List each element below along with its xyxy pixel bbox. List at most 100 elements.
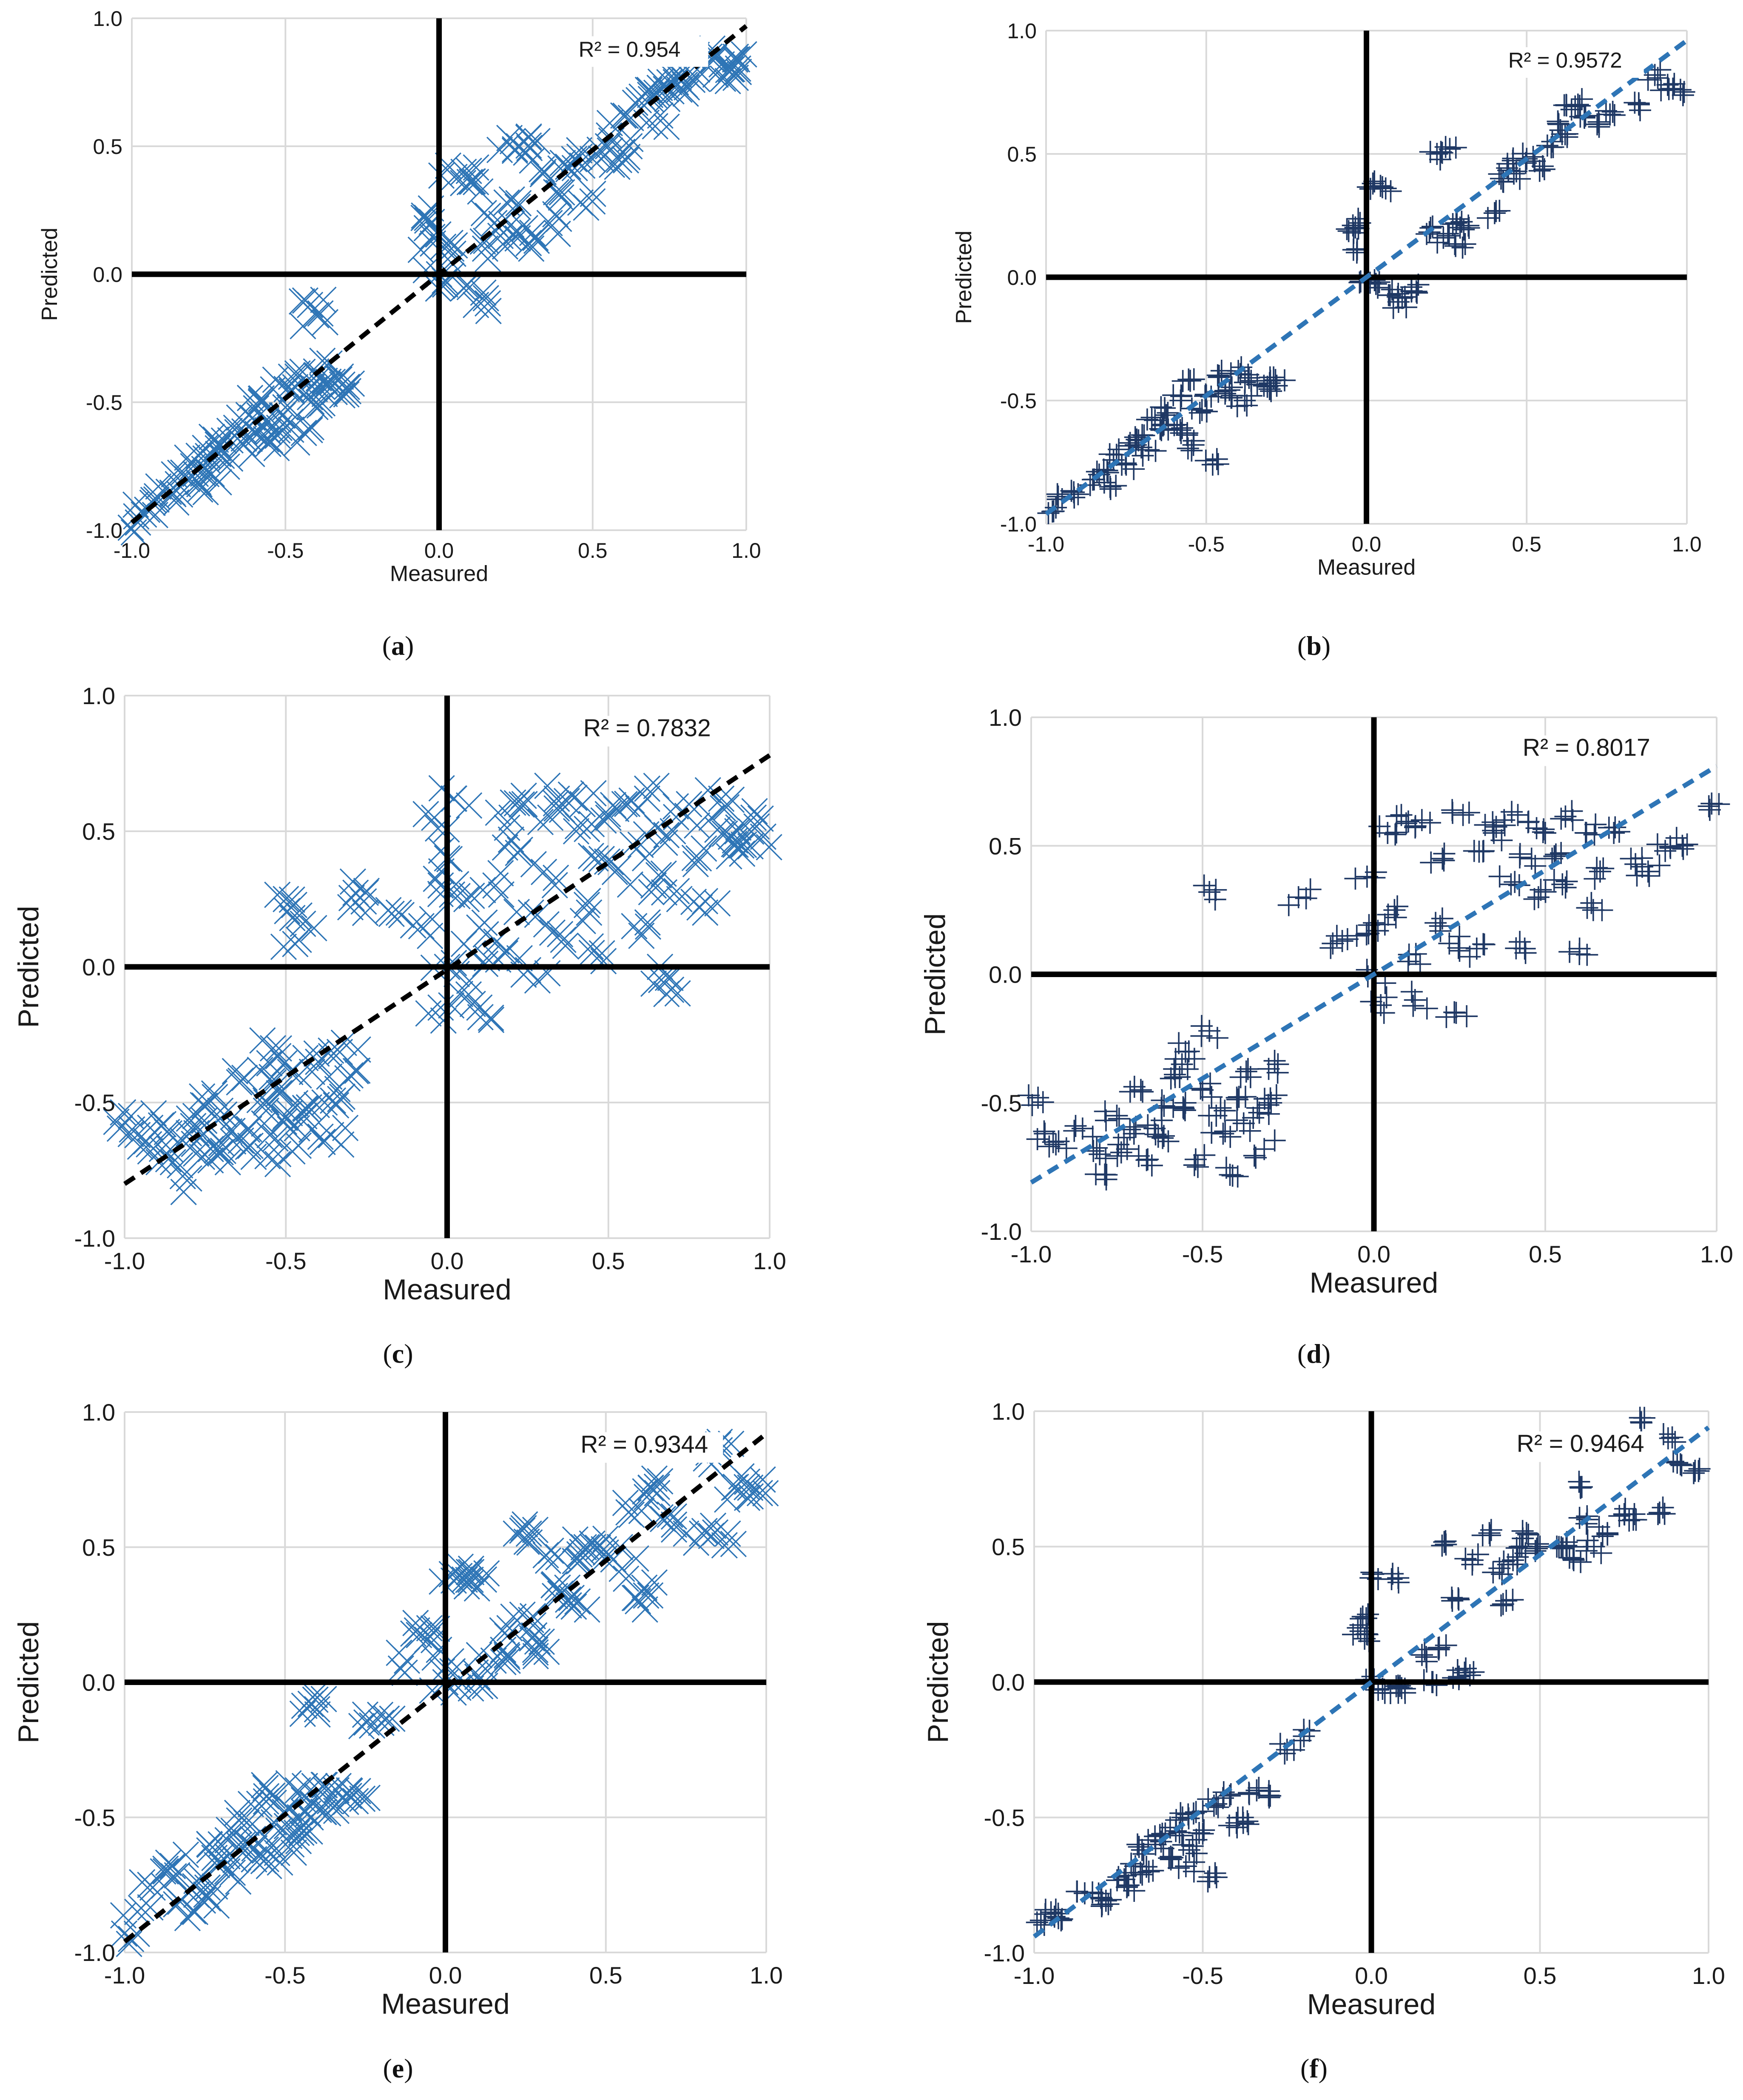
data-point: [344, 1036, 371, 1063]
data-point: [612, 102, 639, 129]
data-point: [309, 1128, 336, 1155]
trendline: [1030, 764, 1718, 1185]
data-point: [459, 990, 486, 1017]
data-point: [1295, 887, 1317, 909]
data-point: [419, 906, 446, 932]
data-point: [1442, 213, 1464, 236]
data-point: [415, 1000, 442, 1027]
data-point: [1387, 1682, 1410, 1704]
data-point: [490, 1648, 517, 1676]
data-point: [509, 1517, 536, 1544]
x-tick-label: 1.0: [1672, 532, 1702, 556]
data-point: [1431, 847, 1454, 870]
data-point: [752, 1480, 779, 1507]
data-point: [1207, 453, 1229, 475]
data-point: [203, 1892, 230, 1919]
data-point: [1441, 1586, 1463, 1609]
data-point: [155, 1849, 182, 1876]
data-point: [682, 851, 709, 878]
data-point: [1259, 1087, 1282, 1110]
data-point: [1374, 177, 1397, 200]
data-point: [1299, 878, 1322, 901]
data-point: [1066, 1880, 1089, 1903]
data-point: [1495, 1589, 1518, 1612]
data-point: [1404, 989, 1426, 1011]
data-point: [298, 1116, 325, 1143]
data-point: [722, 46, 749, 73]
x-tick-label: 1.0: [731, 539, 761, 563]
caption-letter: c: [392, 1338, 404, 1369]
data-point: [1116, 1874, 1139, 1897]
data-point: [746, 1480, 773, 1506]
data-point: [1698, 795, 1720, 818]
data-point: [458, 1555, 484, 1582]
data-point: [569, 907, 596, 935]
data-point: [1172, 1097, 1195, 1120]
data-point: [1483, 202, 1506, 224]
data-point: [1277, 894, 1300, 916]
data-point: [1135, 1856, 1158, 1878]
data-point: [1384, 823, 1407, 846]
data-point: [1242, 1106, 1265, 1129]
data-point: [1446, 1659, 1469, 1682]
data-point: [1601, 101, 1624, 123]
data-point: [262, 367, 289, 393]
data-point: [315, 1800, 341, 1827]
trendline: [1044, 38, 1689, 516]
data-point: [1206, 448, 1228, 470]
panel-caption: (a): [382, 631, 414, 661]
caption-letter: f: [1309, 2053, 1319, 2083]
data-point: [1625, 1509, 1647, 1531]
data-point: [449, 170, 477, 196]
data-point: [1409, 953, 1431, 975]
data-point: [1571, 88, 1593, 111]
data-point: [1124, 426, 1146, 449]
data-point: [154, 1119, 180, 1145]
data-point: [1198, 1104, 1220, 1127]
data-point: [1672, 838, 1695, 860]
data-point: [338, 370, 365, 397]
data-point: [125, 509, 151, 536]
data-point: [1648, 854, 1671, 877]
data-point: [1670, 1454, 1693, 1477]
x-axis-title: Measured: [1307, 1988, 1436, 2020]
data-point: [1480, 1519, 1502, 1541]
data-point: [475, 202, 501, 229]
data-point: [1452, 804, 1474, 826]
data-point: [251, 1823, 278, 1850]
data-point: [1236, 394, 1258, 417]
data-point: [642, 113, 668, 140]
y-axis-title: Predicted: [919, 913, 951, 1035]
data-point: [621, 1585, 648, 1611]
data-point: [1147, 1125, 1169, 1148]
data-point: [1676, 833, 1698, 855]
data-point: [1588, 1516, 1610, 1538]
r2-label-background: [551, 36, 708, 67]
caption-close-paren: ): [404, 1338, 413, 1369]
data-point: [534, 772, 561, 799]
data-point: [255, 430, 281, 458]
data-point: [220, 1128, 247, 1155]
data-point: [330, 1029, 357, 1056]
data-point: [725, 55, 751, 82]
data-point: [1501, 1588, 1524, 1611]
data-point: [1106, 1145, 1129, 1167]
data-point: [167, 459, 194, 486]
data-point: [1183, 1851, 1206, 1873]
data-point: [1094, 1100, 1116, 1122]
x-axis-title: Measured: [1317, 555, 1416, 580]
data-point: [1448, 925, 1471, 948]
x-tick-label: 0.0: [424, 539, 454, 563]
data-point: [673, 1520, 699, 1547]
data-points: [103, 772, 782, 1205]
y-tick-label: -0.5: [74, 1804, 116, 1831]
data-point: [663, 793, 689, 820]
data-point: [163, 1891, 190, 1918]
data-point: [1170, 385, 1193, 408]
data-point: [231, 1064, 258, 1091]
x-tick-label: 0.0: [429, 1962, 462, 1989]
data-point: [285, 1132, 312, 1159]
y-tick-label: 0.0: [1007, 266, 1037, 290]
data-point: [1432, 227, 1455, 249]
data-point: [1576, 897, 1598, 919]
